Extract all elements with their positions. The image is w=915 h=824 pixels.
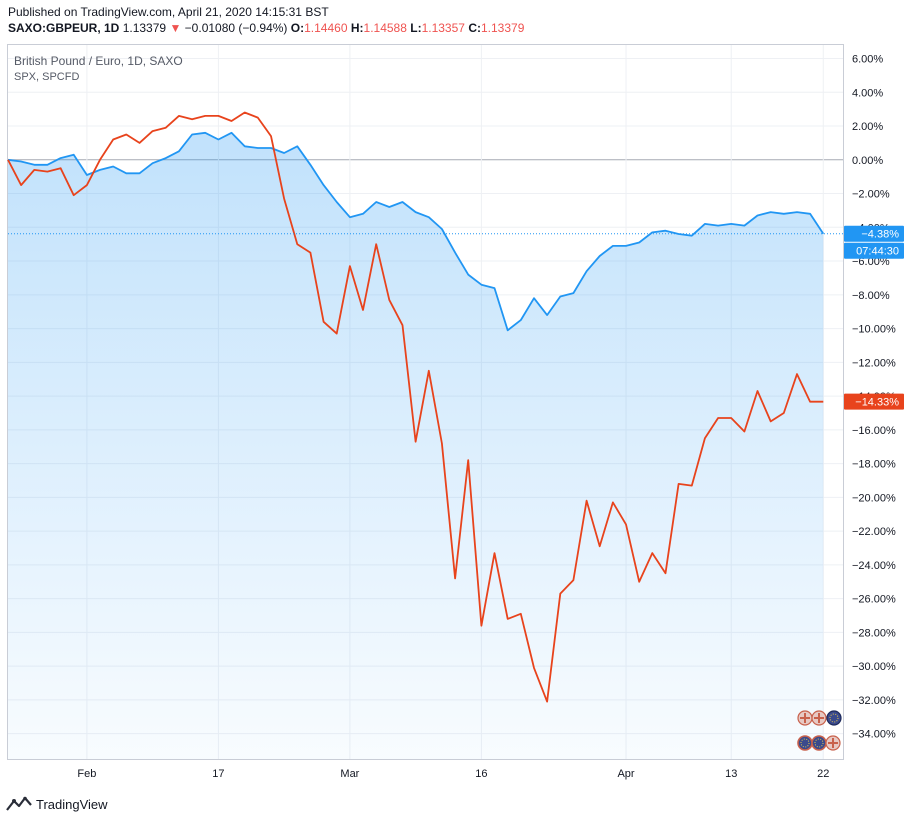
y-tick-label: −24.00% <box>852 560 896 572</box>
bar-countdown-label: 07:44:30 <box>856 246 899 258</box>
footer-brand-name: TradingView <box>36 796 108 812</box>
gbpeur-last-value-badge[interactable] <box>844 225 904 242</box>
symbol-line: SAXO:GBPEUR, 1D 1.13379 ▼ −0.01080 (−0.9… <box>8 20 908 37</box>
high-label: H: <box>350 21 364 35</box>
chart-header: Published on TradingView.com, April 21, … <box>8 4 908 37</box>
y-tick-label: −18.00% <box>852 459 896 471</box>
spx-last-value-badge[interactable] <box>844 393 904 410</box>
low-label: L: <box>410 21 422 35</box>
open-value: 1.14460 <box>304 21 348 35</box>
x-tick-label: Apr <box>617 768 634 780</box>
y-tick-label: −32.00% <box>852 695 896 707</box>
eu-flag-icon[interactable] <box>826 710 842 726</box>
gbpeur-area-fill <box>8 132 824 760</box>
gb-flag-icon[interactable] <box>797 710 813 726</box>
x-tick-label: 17 <box>212 768 224 780</box>
legend-title[interactable]: British Pound / Euro, 1D, SAXO <box>14 54 183 68</box>
x-tick-label: 22 <box>817 768 829 780</box>
events-markers[interactable] <box>797 710 842 751</box>
y-tick-label: 4.00% <box>852 87 883 99</box>
symbol-name[interactable]: SAXO:GBPEUR, 1D <box>8 21 120 35</box>
y-tick-label: −8.00% <box>852 290 890 302</box>
y-tick-label: 6.00% <box>852 54 883 66</box>
gbpeur-last-value-label: −4.38% <box>861 229 899 241</box>
low-value: 1.13357 <box>421 21 465 35</box>
price-change: −0.01080 (−0.94%) <box>184 21 288 35</box>
y-tick-label: −2.00% <box>852 189 890 201</box>
tradingview-logo-icon <box>6 796 32 811</box>
y-tick-label: −20.00% <box>852 492 896 504</box>
eu-flag-icon[interactable] <box>811 735 827 751</box>
gb-flag-icon[interactable] <box>825 735 841 751</box>
x-tick-label: 13 <box>725 768 737 780</box>
y-tick-label: −16.00% <box>852 425 896 437</box>
gb-flag-icon[interactable] <box>811 710 827 726</box>
spx-last-value-label: −14.33% <box>855 397 899 409</box>
close-label: C: <box>468 21 481 35</box>
y-tick-label: −26.00% <box>852 594 896 606</box>
y-tick-label: 2.00% <box>852 121 883 133</box>
down-arrow-icon: ▼ <box>169 21 182 35</box>
published-line: Published on TradingView.com, April 21, … <box>8 5 329 19</box>
y-tick-label: −10.00% <box>852 324 896 336</box>
bar-countdown-badge <box>844 242 904 259</box>
eu-flag-icon[interactable] <box>797 735 813 751</box>
footer-branding[interactable]: TradingView <box>6 796 108 812</box>
chart-pane[interactable] <box>7 44 844 760</box>
last-price: 1.13379 <box>122 21 167 35</box>
y-tick-label: −6.00% <box>852 256 890 268</box>
y-tick-label: −28.00% <box>852 627 896 639</box>
x-tick-label: Mar <box>340 768 359 780</box>
x-tick-label: Feb <box>77 768 96 780</box>
y-tick-label: −12.00% <box>852 357 896 369</box>
chart-canvas[interactable]: 6.00%4.00%2.00%0.00%−2.00%−4.00%−6.00%−8… <box>0 0 915 790</box>
legend-compare-series[interactable]: SPX, SPCFD <box>14 71 80 83</box>
y-tick-label: 0.00% <box>852 155 883 167</box>
close-value: 1.13379 <box>480 21 525 35</box>
x-tick-label: 16 <box>475 768 487 780</box>
y-tick-label: −30.00% <box>852 661 896 673</box>
open-label: O: <box>290 21 305 35</box>
y-tick-label: −22.00% <box>852 526 896 538</box>
high-value: 1.14588 <box>363 21 407 35</box>
y-tick-label: −34.00% <box>852 729 896 741</box>
